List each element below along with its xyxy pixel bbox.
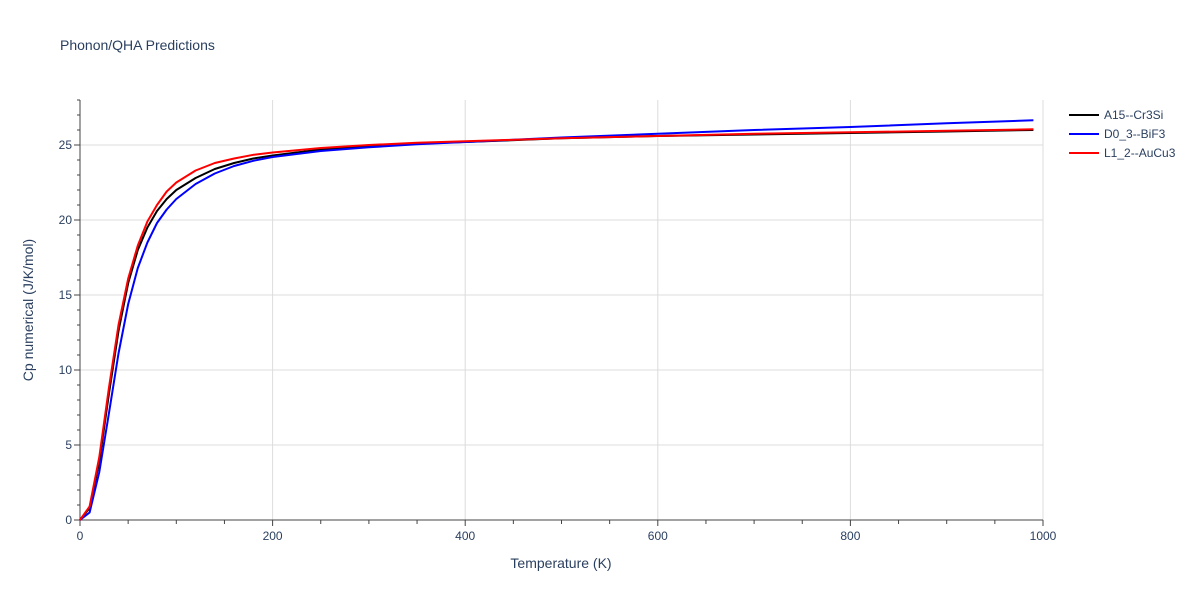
y-tick-label: 15 [59,288,73,302]
x-tick-label: 600 [648,529,668,543]
y-axis-title: Cp numerical (J/K/mol) [20,239,36,381]
tick-labels: 0 200 400 600 800 1000 0 5 10 15 20 25 [59,138,1057,543]
x-tick-label: 0 [77,529,84,543]
legend-item[interactable]: D0_3--BiF3 [1069,127,1166,141]
legend-item[interactable]: A15--Cr3Si [1069,108,1163,122]
legend-label: A15--Cr3Si [1104,108,1163,122]
legend-item[interactable]: L1_2--AuCu3 [1069,146,1176,160]
series-line [79,128,1034,521]
y-tick-label: 0 [65,513,72,527]
y-tick-label: 10 [59,363,73,377]
series-line [79,119,1034,521]
legend-label: D0_3--BiF3 [1104,127,1166,141]
x-tick-label: 800 [840,529,860,543]
y-tick-label: 5 [65,438,72,452]
y-tick-label: 25 [59,138,73,152]
grid [80,100,1044,520]
series-group [79,119,1034,521]
axes [74,99,1044,526]
legend[interactable]: A15--Cr3Si D0_3--BiF3 L1_2--AuCu3 [1069,108,1176,160]
x-tick-label: 200 [263,529,283,543]
x-axis-title: Temperature (K) [510,555,611,571]
x-tick-label: 400 [455,529,475,543]
y-tick-label: 20 [59,213,73,227]
chart-title: Phonon/QHA Predictions [60,37,215,53]
legend-label: L1_2--AuCu3 [1104,146,1176,160]
x-tick-label: 1000 [1030,529,1057,543]
